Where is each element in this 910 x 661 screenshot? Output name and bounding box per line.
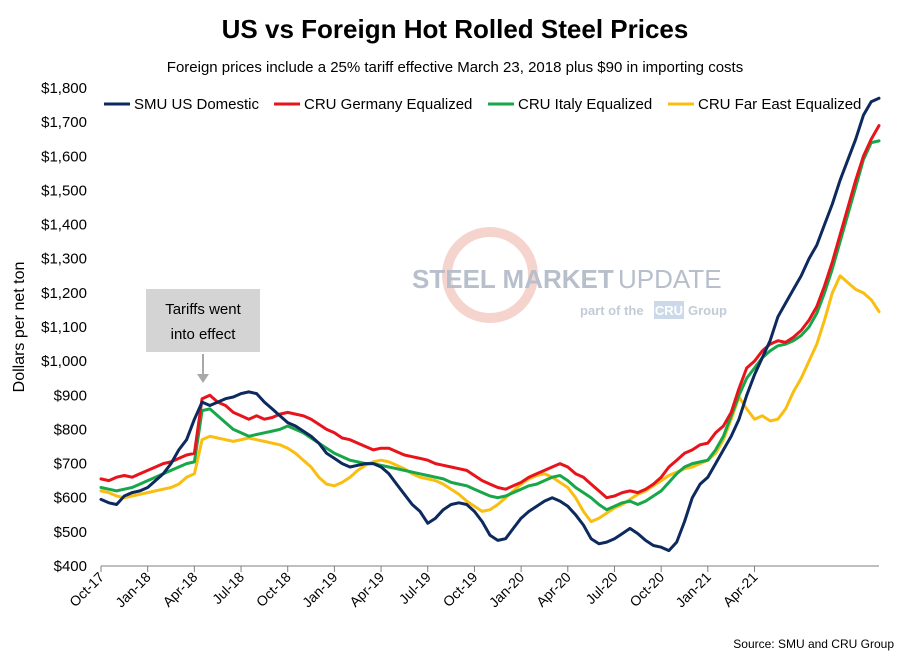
y-tick-label: $800 <box>54 421 87 438</box>
y-tick-label: $1,100 <box>41 319 87 336</box>
watermark-text-secondary: UPDATE <box>618 264 722 294</box>
legend-label-italy: CRU Italy Equalized <box>518 96 652 113</box>
watermark-text-primary: STEEL MARKET <box>412 264 614 294</box>
y-tick-label: $900 <box>54 387 87 404</box>
y-tick-label: $1,000 <box>41 353 87 370</box>
tariff-callout: Tariffs went into effect <box>146 289 260 383</box>
y-axis-label: Dollars per net ton <box>11 262 28 393</box>
y-tick-label: $400 <box>54 558 87 575</box>
legend: SMU US Domestic CRU Germany Equalized CRU … <box>104 96 861 113</box>
watermark-swirl-icon <box>442 227 538 323</box>
legend-label-germany: CRU Germany Equalized <box>304 96 472 113</box>
series-line-smu <box>99 96 881 553</box>
legend-label-smu: SMU US Domestic <box>134 96 260 113</box>
y-tick-label: $1,600 <box>41 148 87 165</box>
y-tick-label: $1,700 <box>41 114 87 131</box>
watermark-cru-text: CRU <box>655 303 683 318</box>
watermark-tagline-start: part of the <box>580 303 644 318</box>
y-tick-label: $1,200 <box>41 285 87 302</box>
y-tick-label: $1,300 <box>41 251 87 268</box>
callout-line-2: into effect <box>171 326 237 343</box>
series-line-fareast <box>99 274 881 524</box>
y-tick-label: $700 <box>54 456 87 473</box>
series-layer <box>99 96 881 553</box>
y-tick-label: $1,800 <box>41 80 87 97</box>
watermark-cru-box <box>654 301 684 319</box>
watermark-logo: STEEL MARKET UPDATE part of the CRU Grou… <box>412 227 727 323</box>
callout-arrow-head-icon <box>197 374 209 383</box>
y-tick-label: $600 <box>54 490 87 507</box>
chart-title: US vs Foreign Hot Rolled Steel Prices <box>222 14 689 44</box>
source-note: Source: SMU and CRU Group <box>733 637 894 651</box>
series-line-germany <box>99 124 881 500</box>
chart-subtitle: Foreign prices include a 25% tariff effe… <box>167 59 743 76</box>
series-line-italy <box>99 139 881 512</box>
callout-line-1: Tariffs went <box>165 301 241 318</box>
legend-label-fareast: CRU Far East Equalized <box>698 96 861 113</box>
watermark-tagline-end: Group <box>688 303 727 318</box>
y-axis: $400 $500 $600 $700 $800 $900 $1,000 $1,100 $1,2… <box>41 80 87 575</box>
y-tick-label: $500 <box>54 524 87 541</box>
y-tick-label: $1,400 <box>41 217 87 234</box>
y-tick-label: $1,500 <box>41 182 87 199</box>
callout-box <box>146 289 260 352</box>
